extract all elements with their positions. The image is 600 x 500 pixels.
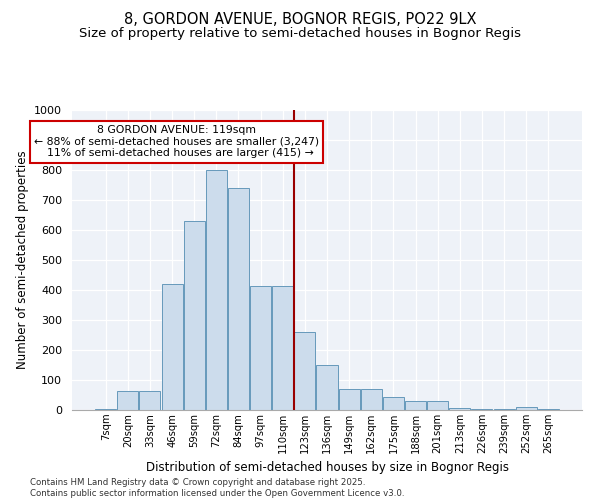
Bar: [228, 188, 249, 410]
Bar: [184, 221, 205, 410]
Bar: [295, 332, 316, 410]
Bar: [139, 392, 160, 410]
Text: 8 GORDON AVENUE: 119sqm
← 88% of semi-detached houses are smaller (3,247)
  11% : 8 GORDON AVENUE: 119sqm ← 88% of semi-de…: [34, 125, 319, 158]
Bar: [405, 401, 426, 410]
Bar: [361, 389, 382, 410]
Bar: [161, 284, 182, 410]
Bar: [383, 396, 404, 410]
Bar: [472, 408, 493, 410]
Bar: [338, 389, 359, 410]
Bar: [494, 408, 515, 410]
Bar: [272, 286, 293, 410]
Text: Size of property relative to semi-detached houses in Bognor Regis: Size of property relative to semi-detach…: [79, 28, 521, 40]
Text: 8, GORDON AVENUE, BOGNOR REGIS, PO22 9LX: 8, GORDON AVENUE, BOGNOR REGIS, PO22 9LX: [124, 12, 476, 28]
Bar: [206, 170, 227, 410]
X-axis label: Distribution of semi-detached houses by size in Bognor Regis: Distribution of semi-detached houses by …: [146, 462, 509, 474]
Bar: [515, 407, 536, 410]
Bar: [250, 286, 271, 410]
Bar: [118, 392, 139, 410]
Bar: [427, 401, 448, 410]
Bar: [449, 408, 470, 410]
Bar: [316, 365, 338, 410]
Text: Contains HM Land Registry data © Crown copyright and database right 2025.
Contai: Contains HM Land Registry data © Crown c…: [30, 478, 404, 498]
Y-axis label: Number of semi-detached properties: Number of semi-detached properties: [16, 150, 29, 370]
